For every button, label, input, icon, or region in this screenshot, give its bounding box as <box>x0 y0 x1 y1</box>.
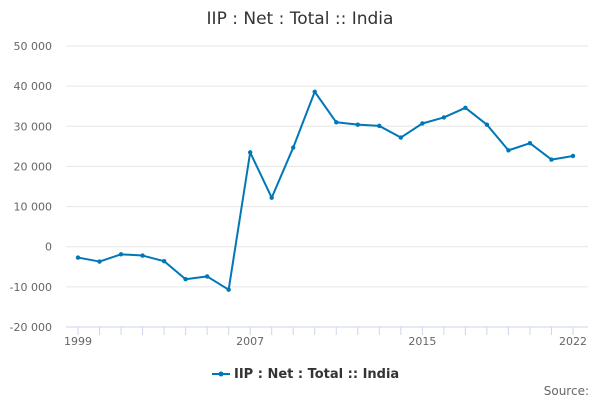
x-tick-label: 2007 <box>236 335 264 348</box>
data-point[interactable] <box>549 157 554 162</box>
data-point[interactable] <box>355 122 360 127</box>
data-point[interactable] <box>291 145 296 150</box>
data-point[interactable] <box>118 252 124 257</box>
data-point[interactable] <box>506 148 511 153</box>
x-tick-label: 2015 <box>408 335 436 348</box>
data-point[interactable] <box>183 277 188 282</box>
data-point[interactable] <box>312 89 317 94</box>
data-point[interactable] <box>570 153 576 159</box>
data-point[interactable] <box>441 115 447 120</box>
data-point[interactable] <box>247 150 253 155</box>
y-axis: -20 000 -10 000 0 10 000 20 000 30 000 40 000 5… <box>10 40 52 334</box>
legend[interactable]: IIP : Net : Total :: India <box>212 367 399 382</box>
data-point[interactable] <box>527 140 533 146</box>
y-tick-label: 20 000 <box>14 160 53 173</box>
y-tick-label: 30 000 <box>14 120 53 133</box>
data-point[interactable] <box>161 258 167 264</box>
legend-label: IIP : Net : Total :: India <box>234 367 399 382</box>
x-tick-label: 2022 <box>559 335 587 348</box>
data-point[interactable] <box>75 255 81 260</box>
data-point[interactable] <box>204 274 210 279</box>
y-tick-label: 50 000 <box>14 40 53 53</box>
y-tick-label: 0 <box>45 241 52 254</box>
chart-title: IIP : Net : Total :: India <box>207 9 394 29</box>
data-point[interactable] <box>420 121 425 126</box>
data-point[interactable] <box>377 123 382 129</box>
series-group <box>75 89 576 292</box>
y-tick-label: 10 000 <box>14 201 53 214</box>
data-point[interactable] <box>484 122 490 127</box>
x-tick-label: 1999 <box>64 335 92 348</box>
grid-lines <box>66 45 588 328</box>
data-point[interactable] <box>463 105 468 111</box>
y-tick-label: 40 000 <box>14 80 53 93</box>
series-line[interactable] <box>77 90 574 291</box>
y-tick-label: -10 000 <box>10 281 52 294</box>
data-point[interactable] <box>269 195 274 200</box>
data-point[interactable] <box>140 253 145 258</box>
data-point[interactable] <box>226 287 231 292</box>
source-credit[interactable]: Source: <box>544 384 589 398</box>
data-point[interactable] <box>334 120 339 125</box>
x-axis: 1999 2007 2015 2022 <box>64 326 588 348</box>
data-point[interactable] <box>398 135 404 140</box>
y-tick-label: -20 000 <box>10 321 52 334</box>
data-point[interactable] <box>97 259 102 264</box>
legend-point-marker <box>218 371 224 377</box>
